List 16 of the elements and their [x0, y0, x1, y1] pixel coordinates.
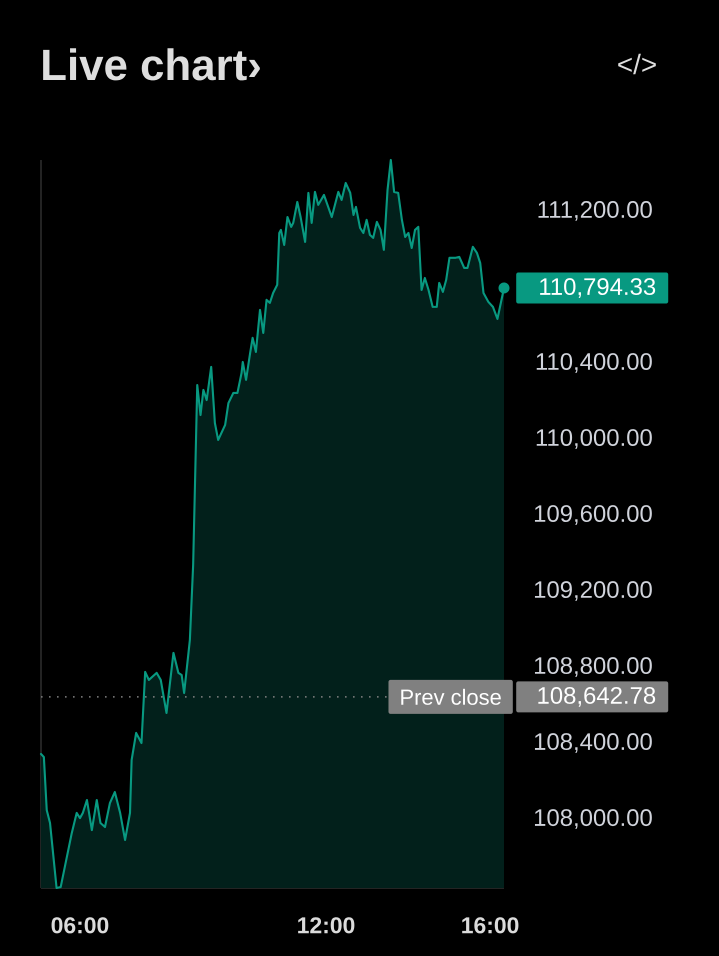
x-tick-label: 06:00 — [52, 917, 108, 934]
x-tick-label: 16:00 — [462, 917, 518, 934]
y-tick-label: 109,200.00 — [534, 581, 652, 601]
text: </> — [618, 54, 656, 74]
y-tick-label: 108,800.00 — [534, 657, 652, 677]
text: 108,642.78 — [538, 687, 656, 707]
y-tick-label: 108,400.00 — [534, 733, 652, 753]
chart-title: Live chart› — [43, 48, 260, 80]
y-tick-label: 108,000.00 — [534, 809, 652, 829]
y-tick-label: 109,600.00 — [534, 505, 652, 525]
x-tick-label: 12:00 — [298, 917, 354, 934]
ref-line-label: Prev close — [401, 688, 501, 705]
y-tick-label: 110,000.00 — [536, 429, 652, 449]
y-tick-label: 110,400.00 — [536, 353, 652, 373]
y-tick-label: 111,200.00 — [538, 201, 652, 221]
annotation: 110,794.33 — [540, 278, 656, 298]
